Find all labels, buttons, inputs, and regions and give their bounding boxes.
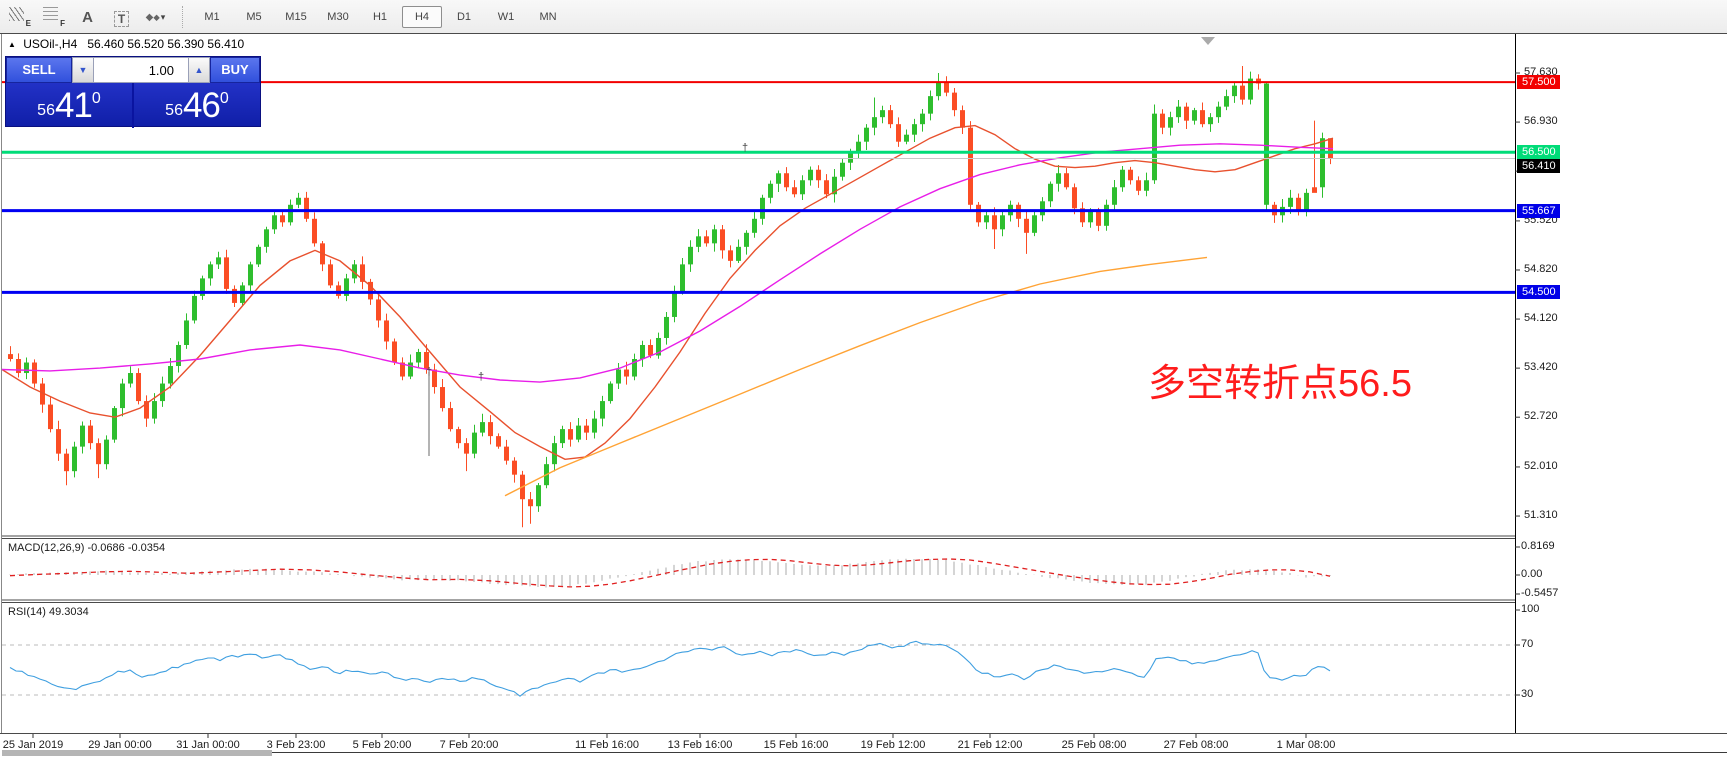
rsi-axis-label: 70 <box>1521 638 1534 650</box>
price-tick-label: 57.630 <box>1524 66 1558 78</box>
text-tool-icon[interactable]: T <box>107 3 136 30</box>
time-axis-label: 29 Jan 00:00 <box>88 739 152 751</box>
collapse-icon[interactable]: ▲ <box>8 40 16 49</box>
price-badge-56.410: 56.410 <box>1517 158 1560 173</box>
ma-fast-line <box>2 124 1334 461</box>
svg-text:†: † <box>478 371 484 383</box>
chart-markers: † † † <box>426 142 748 456</box>
scrollbar-track <box>272 752 1727 753</box>
macd-axis-label: -0.5457 <box>1521 587 1559 599</box>
time-axis-label: 3 Feb 23:00 <box>266 739 326 751</box>
time-axis-label: 31 Jan 00:00 <box>176 739 240 751</box>
time-axis-label: 27 Feb 08:00 <box>1163 739 1229 751</box>
scrollbar-thumb[interactable] <box>2 750 272 756</box>
time-axis-label: 19 Feb 12:00 <box>860 739 926 751</box>
macd-label: MACD(12,26,9) -0.0686 -0.0354 <box>8 542 166 554</box>
price-tick-label: 54.120 <box>1524 312 1558 325</box>
time-axis-label: 25 Jan 2019 <box>2 739 64 751</box>
drawing-tools: E F A T ◆◆ ▾ <box>0 3 170 30</box>
price-badge-55.667: 55.667 <box>1517 203 1560 218</box>
chart-text-annotation: 多空转折点56.5 <box>1148 363 1412 405</box>
rsi-line <box>9 640 1331 697</box>
tab-timeframe-M1[interactable]: M1 <box>204 10 220 23</box>
price-badge-56.500: 56.500 <box>1517 145 1560 160</box>
tab-timeframe-H1[interactable]: H1 <box>372 10 388 23</box>
tab-timeframe-M15[interactable]: M15 <box>285 10 307 23</box>
svg-text:†: † <box>426 366 432 378</box>
time-axis-label: 1 Mar 08:00 <box>1276 739 1336 751</box>
volume-decrease-button[interactable]: ▼ <box>72 57 94 83</box>
rsi-axis-label: 100 <box>1521 603 1540 615</box>
toolbar-separator <box>182 5 183 28</box>
rsi-label: RSI(14) 49.3034 <box>8 606 89 618</box>
price-tick-label: 53.420 <box>1524 361 1558 374</box>
time-axis-label: 25 Feb 08:00 <box>1061 739 1127 751</box>
price-tick-label: 56.930 <box>1524 115 1558 128</box>
volume-input[interactable] <box>94 57 188 83</box>
time-axis-label: 5 Feb 20:00 <box>352 739 412 751</box>
price-divider <box>132 83 134 128</box>
pane-borders <box>0 33 1727 734</box>
tab-timeframe-MN[interactable]: MN <box>539 10 557 23</box>
price-tick-label: 54.820 <box>1524 262 1558 275</box>
macd-pane <box>9 558 1331 588</box>
sell-price[interactable]: 56 41 0 <box>37 85 101 125</box>
buy-button[interactable]: BUY <box>210 57 260 83</box>
toolbar: E F A T ◆◆ ▾ M1 M5 M15 M30 H1 H4 D1 W1 MN <box>0 0 1727 34</box>
time-axis-label: 11 Feb 16:00 <box>574 739 640 751</box>
shapes-tool-icon[interactable]: ◆◆ ▾ <box>145 12 166 23</box>
macd-signal-line <box>9 558 1331 588</box>
tab-timeframe-M5[interactable]: M5 <box>246 10 262 23</box>
tab-timeframe-W1[interactable]: W1 <box>497 10 515 23</box>
time-axis-label: 13 Feb 16:00 <box>667 739 733 751</box>
time-axis-label: 21 Feb 12:00 <box>957 739 1023 751</box>
sell-button[interactable]: SELL <box>6 57 72 83</box>
horizontal-scrollbar <box>0 749 1727 757</box>
tab-timeframe-H4[interactable]: H4 <box>402 5 442 28</box>
buy-price[interactable]: 56 46 0 <box>165 85 229 125</box>
macd-axis-label: 0.00 <box>1521 568 1543 580</box>
price-tick-label: 52.010 <box>1524 459 1558 472</box>
ma-slow-line <box>504 256 1208 497</box>
price-badge-57.500: 57.500 <box>1517 75 1560 90</box>
time-axis-label: 7 Feb 20:00 <box>439 739 499 751</box>
svg-text:†: † <box>742 142 748 154</box>
volume-increase-button[interactable]: ▲ <box>188 57 210 83</box>
rsi-pane <box>2 640 1515 697</box>
macd-axis-label: 0.8169 <box>1521 540 1555 552</box>
price-badge-54.500: 54.500 <box>1517 285 1560 300</box>
tab-timeframe-D1[interactable]: D1 <box>456 10 472 23</box>
ma-medium-line <box>2 143 1334 383</box>
equidistant-channel-tool-icon[interactable]: E <box>5 3 34 30</box>
fibonacci-tool-icon[interactable]: F <box>39 3 68 30</box>
rsi-axis-label: 30 <box>1521 688 1534 700</box>
symbol-ohlc: 56.460 56.520 56.390 56.410 <box>87 37 245 51</box>
price-tick-label: 52.720 <box>1524 410 1558 423</box>
one-click-trading-panel: SELL ▼ ▲ BUY 56 41 0 56 46 0 <box>5 56 261 128</box>
time-axis-label: 15 Feb 16:00 <box>763 739 829 751</box>
candlestick-series <box>8 65 1333 528</box>
price-pane: † † † <box>2 65 1515 528</box>
price-tick-label: 51.310 <box>1524 509 1558 522</box>
symbol-name: USOil-,H4 <box>23 37 78 51</box>
chart-shift-marker-icon <box>1201 37 1215 45</box>
tab-timeframe-M30[interactable]: M30 <box>327 10 349 23</box>
timeframe-buttons: M1 M5 M15 M30 H1 H4 D1 W1 MN <box>191 5 569 28</box>
arrow-tool-icon[interactable]: A <box>82 9 93 26</box>
symbol-header: ▲ USOil-,H4 56.460 56.520 56.390 56.410 <box>8 37 244 51</box>
